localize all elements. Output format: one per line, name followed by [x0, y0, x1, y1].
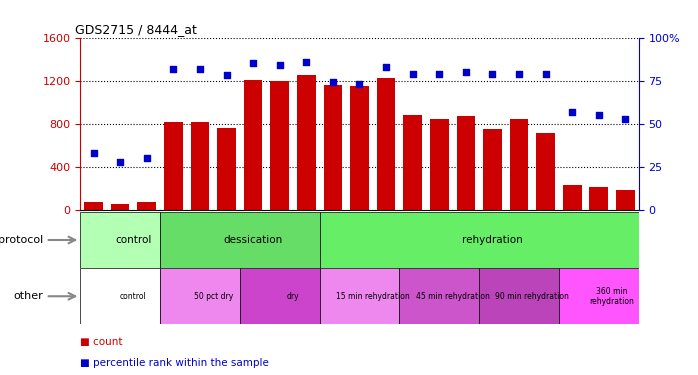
Text: GDS2715 / 8444_at: GDS2715 / 8444_at	[75, 23, 197, 36]
Point	[540, 71, 551, 77]
Text: 15 min rehydration: 15 min rehydration	[336, 292, 410, 301]
Bar	[164, 122, 183, 210]
Text: 360 min
rehydration: 360 min rehydration	[590, 286, 634, 306]
Bar	[138, 202, 156, 210]
Point	[221, 72, 232, 78]
Bar	[559, 268, 639, 324]
Bar	[297, 75, 315, 210]
Bar	[377, 78, 395, 210]
Bar	[430, 120, 449, 210]
Bar	[111, 204, 129, 210]
Bar	[160, 212, 320, 268]
Bar	[483, 129, 502, 210]
Point	[327, 80, 339, 86]
Point	[274, 62, 285, 68]
Bar	[80, 212, 160, 268]
Bar	[536, 134, 555, 210]
Bar	[590, 188, 608, 210]
Point	[514, 71, 525, 77]
Point	[407, 71, 418, 77]
Bar	[160, 268, 240, 324]
Point	[248, 60, 259, 66]
Point	[487, 71, 498, 77]
Bar	[456, 116, 475, 210]
Text: rehydration: rehydration	[462, 235, 523, 245]
Text: dessication: dessication	[223, 235, 283, 245]
Point	[433, 71, 445, 77]
Text: 50 pct dry: 50 pct dry	[193, 292, 233, 301]
Point	[620, 116, 631, 122]
Bar	[320, 212, 639, 268]
Text: ■ percentile rank within the sample: ■ percentile rank within the sample	[80, 358, 269, 368]
Point	[380, 64, 392, 70]
Bar	[399, 268, 479, 324]
Text: ■ count: ■ count	[80, 338, 123, 348]
Text: control: control	[120, 292, 147, 301]
Bar	[244, 80, 262, 210]
Point	[194, 66, 205, 72]
Bar	[616, 189, 634, 210]
Text: control: control	[115, 235, 151, 245]
Text: dry: dry	[287, 292, 299, 301]
Point	[593, 112, 604, 118]
Point	[114, 159, 126, 165]
Point	[567, 109, 578, 115]
Point	[141, 155, 152, 161]
Bar	[191, 122, 209, 210]
Bar	[479, 268, 559, 324]
Text: other: other	[13, 291, 43, 301]
Bar	[510, 120, 528, 210]
Bar	[324, 85, 342, 210]
Text: 90 min rehydration: 90 min rehydration	[496, 292, 570, 301]
Bar	[80, 268, 160, 324]
Text: protocol: protocol	[0, 235, 43, 245]
Point	[88, 150, 99, 156]
Bar	[320, 268, 399, 324]
Bar	[217, 128, 236, 210]
Point	[301, 58, 312, 64]
Bar	[240, 268, 320, 324]
Point	[460, 69, 471, 75]
Bar	[350, 86, 369, 210]
Point	[354, 81, 365, 87]
Bar	[84, 202, 103, 210]
Bar	[270, 81, 289, 210]
Bar	[563, 185, 581, 210]
Text: 45 min rehydration: 45 min rehydration	[415, 292, 489, 301]
Point	[168, 66, 179, 72]
Bar	[403, 115, 422, 210]
